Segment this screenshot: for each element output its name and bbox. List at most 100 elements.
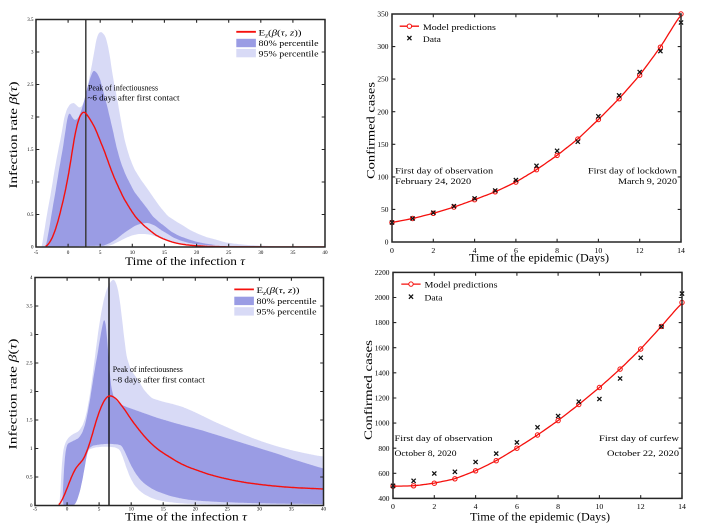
svg-text:800: 800	[378, 444, 389, 453]
svg-text:-5: -5	[33, 507, 38, 513]
svg-text:Data: Data	[423, 34, 441, 44]
svg-text:6: 6	[515, 502, 519, 511]
svg-text:15: 15	[162, 250, 168, 256]
svg-text:1.5: 1.5	[27, 148, 34, 153]
svg-text:25: 25	[226, 250, 232, 256]
svg-text:First day of curfew: First day of curfew	[599, 434, 680, 443]
svg-text:~6 days after first contact: ~6 days after first contact	[88, 94, 181, 103]
svg-text:2: 2	[30, 390, 33, 395]
svg-text:2: 2	[432, 502, 436, 511]
svg-text:Data: Data	[425, 293, 443, 303]
svg-text:First day of observation: First day of observation	[395, 166, 494, 175]
svg-text:150: 150	[377, 140, 388, 149]
svg-text:1200: 1200	[375, 394, 390, 403]
svg-text:0.5: 0.5	[26, 476, 33, 481]
svg-text:0: 0	[385, 238, 389, 247]
svg-text:3.5: 3.5	[26, 305, 33, 310]
svg-text:Time of the epidemic (Days): Time of the epidemic (Days)	[469, 251, 609, 265]
svg-text:1: 1	[30, 447, 33, 452]
svg-text:300: 300	[377, 42, 388, 51]
svg-text:Confirmed cases: Confirmed cases	[363, 339, 375, 440]
svg-text:4: 4	[474, 502, 478, 511]
svg-text:40: 40	[321, 507, 327, 513]
svg-text:6: 6	[514, 246, 518, 255]
svg-text:Peak of infectiousness: Peak of infectiousness	[113, 365, 183, 374]
svg-text:600: 600	[378, 469, 389, 478]
svg-text:3: 3	[30, 333, 33, 338]
svg-text:Model predictions: Model predictions	[425, 280, 498, 290]
svg-text:0: 0	[390, 246, 394, 255]
svg-text:10: 10	[596, 502, 604, 511]
svg-text:80% percentile: 80% percentile	[257, 296, 317, 306]
svg-text:3.5: 3.5	[27, 18, 34, 23]
svg-text:2000: 2000	[375, 293, 390, 302]
svg-text:0.5: 0.5	[27, 213, 34, 218]
svg-text:5: 5	[98, 507, 101, 513]
svg-text:20: 20	[194, 250, 200, 256]
svg-text:35: 35	[289, 507, 295, 513]
svg-text:March 9, 2020: March 9, 2020	[618, 177, 677, 186]
svg-text:100: 100	[377, 173, 388, 182]
svg-text:Ez(β(τ, z)): Ez(β(τ, z))	[259, 27, 302, 39]
svg-text:2.5: 2.5	[26, 362, 33, 367]
svg-text:30: 30	[257, 507, 263, 513]
svg-text:200: 200	[377, 107, 388, 116]
svg-text:2: 2	[31, 116, 34, 121]
svg-text:Time of the infection τ: Time of the infection τ	[125, 256, 246, 268]
svg-text:0: 0	[67, 250, 70, 256]
svg-text:10: 10	[129, 507, 135, 513]
svg-text:October 22, 2020: October 22, 2020	[607, 449, 679, 458]
svg-text:10: 10	[130, 250, 136, 256]
svg-text:2.5: 2.5	[27, 83, 34, 88]
svg-text:Infection rate β(τ): Infection rate β(τ)	[8, 81, 20, 188]
svg-text:12: 12	[636, 246, 644, 255]
svg-text:1400: 1400	[375, 368, 390, 377]
svg-text:1600: 1600	[375, 343, 390, 352]
svg-text:15: 15	[161, 507, 167, 513]
svg-text:95% percentile: 95% percentile	[259, 49, 319, 59]
svg-text:4: 4	[30, 276, 33, 281]
svg-text:1800: 1800	[375, 318, 390, 327]
svg-text:0: 0	[66, 507, 69, 513]
svg-text:35: 35	[290, 250, 296, 256]
svg-text:40: 40	[322, 250, 328, 256]
svg-text:4: 4	[473, 246, 477, 255]
svg-text:Infection rate β(τ): Infection rate β(τ)	[8, 338, 20, 449]
svg-text:12: 12	[637, 502, 645, 511]
svg-text:1000: 1000	[375, 419, 390, 428]
svg-text:3: 3	[31, 51, 34, 56]
svg-text:First day of observation: First day of observation	[395, 434, 494, 443]
svg-text:0: 0	[30, 504, 33, 509]
svg-text:-5: -5	[34, 250, 39, 256]
svg-text:25: 25	[225, 507, 231, 513]
svg-text:2200: 2200	[375, 268, 390, 277]
svg-text:~8 days after first contact: ~8 days after first contact	[113, 376, 206, 385]
svg-text:8: 8	[556, 502, 560, 511]
svg-text:14: 14	[677, 246, 685, 255]
svg-text:Confirmed cases: Confirmed cases	[366, 81, 378, 179]
svg-text:30: 30	[258, 250, 264, 256]
svg-text:14: 14	[678, 502, 686, 511]
svg-text:Model predictions: Model predictions	[423, 22, 496, 32]
svg-text:October 8, 2020: October 8, 2020	[395, 449, 457, 458]
svg-text:350: 350	[377, 10, 388, 19]
svg-text:8: 8	[555, 246, 559, 255]
svg-text:250: 250	[377, 75, 388, 84]
svg-text:5: 5	[99, 250, 102, 256]
svg-text:Time of the infection τ: Time of the infection τ	[125, 511, 248, 523]
svg-text:1.5: 1.5	[26, 419, 33, 424]
svg-text:Time of the epidemic (Days): Time of the epidemic (Days)	[470, 509, 610, 523]
svg-text:80% percentile: 80% percentile	[259, 38, 319, 48]
svg-text:Peak of infectiousness: Peak of infectiousness	[88, 83, 158, 92]
svg-text:400: 400	[378, 494, 389, 503]
svg-text:95% percentile: 95% percentile	[257, 307, 317, 317]
svg-text:Ez(β(τ, z)): Ez(β(τ, z))	[257, 285, 300, 297]
svg-text:February 24, 2020: February 24, 2020	[395, 177, 471, 186]
svg-text:1: 1	[31, 181, 34, 186]
svg-text:20: 20	[193, 507, 199, 513]
svg-text:First day of lockdown: First day of lockdown	[588, 166, 678, 175]
svg-text:50: 50	[381, 205, 389, 214]
svg-text:0: 0	[391, 502, 395, 511]
svg-text:10: 10	[595, 246, 603, 255]
svg-text:2: 2	[431, 246, 435, 255]
